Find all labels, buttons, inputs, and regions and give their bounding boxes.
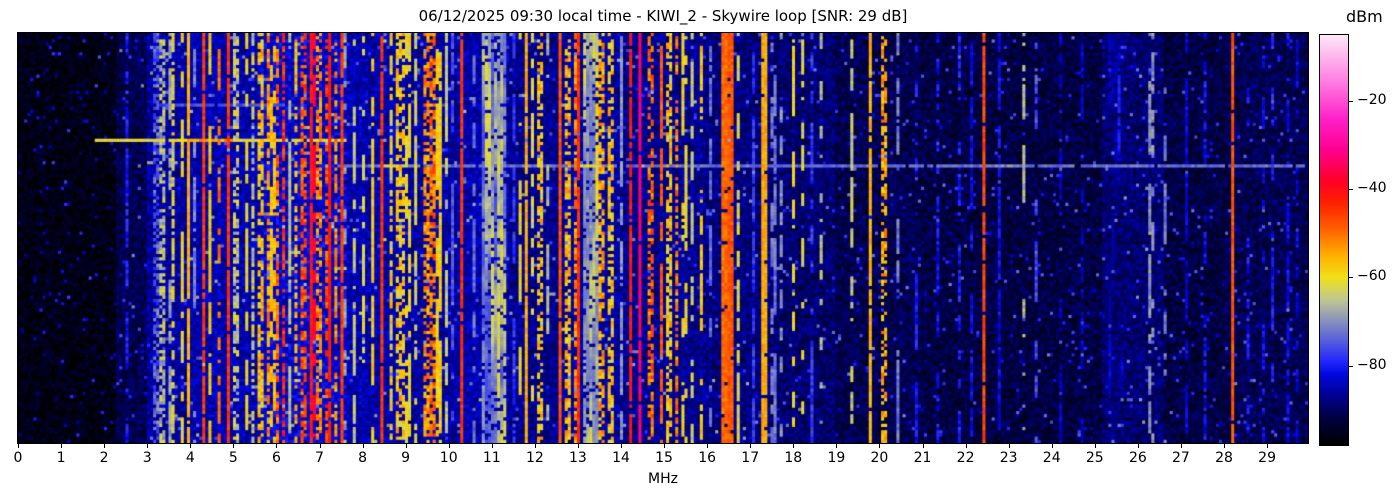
x-tick-mark — [319, 444, 321, 448]
x-tick-mark — [577, 444, 579, 448]
x-tick-label: 27 — [1172, 450, 1190, 466]
x-tick-mark — [491, 444, 493, 448]
x-tick-label: 11 — [482, 450, 501, 466]
x-tick-mark — [621, 444, 622, 448]
x-tick-label: 25 — [1085, 450, 1104, 466]
x-tick-mark — [1224, 444, 1225, 448]
x-tick-mark — [750, 444, 752, 448]
x-tick-label: 22 — [956, 450, 975, 466]
waterfall-plot-area — [17, 32, 1309, 444]
colorbar-tick-label: −80 — [1357, 356, 1387, 373]
x-tick-mark — [534, 444, 536, 448]
x-tick-label: 18 — [784, 450, 803, 466]
x-tick-mark — [276, 444, 278, 448]
colorbar-tick-mark — [1349, 365, 1353, 367]
x-tick-mark — [1267, 444, 1269, 448]
x-tick-label: 14 — [612, 450, 630, 466]
x-tick-mark — [965, 444, 967, 448]
x-tick-label: 0 — [13, 450, 23, 466]
colorbar-tick-mark — [1349, 101, 1353, 103]
x-tick-mark — [1051, 444, 1053, 448]
x-tick-label: 19 — [827, 450, 846, 466]
x-tick-label: 26 — [1128, 450, 1147, 466]
x-tick-label: 3 — [142, 450, 152, 466]
chart-title: 06/12/2025 09:30 local time - KIWI_2 - S… — [418, 7, 908, 25]
x-tick-mark — [793, 444, 795, 448]
x-tick-label: 29 — [1258, 450, 1276, 466]
x-tick-label: 12 — [525, 450, 544, 466]
colorbar-tick-mark — [1349, 189, 1353, 191]
x-tick-label: 24 — [1042, 450, 1061, 466]
waterfall-canvas — [18, 33, 1308, 443]
x-tick-mark — [707, 444, 709, 448]
x-tick-label: 5 — [228, 450, 238, 466]
x-tick-label: 13 — [569, 450, 587, 466]
x-tick-mark — [1180, 444, 1182, 448]
x-tick-mark — [879, 444, 881, 448]
x-tick-label: 21 — [913, 450, 932, 466]
x-tick-mark — [190, 444, 192, 448]
x-tick-mark — [1008, 444, 1010, 448]
x-tick-label: 10 — [439, 450, 458, 466]
x-tick-label: 23 — [999, 450, 1018, 466]
colorbar-tick-label: −60 — [1357, 268, 1387, 285]
colorbar-tick-mark — [1349, 277, 1353, 279]
colorbar-canvas — [1320, 35, 1348, 445]
x-tick-label: 17 — [741, 450, 760, 466]
x-tick-label: 9 — [401, 450, 411, 466]
x-tick-label: 8 — [358, 450, 368, 466]
x-tick-mark — [664, 444, 666, 448]
x-tick-label: 15 — [655, 450, 673, 466]
x-tick-label: 28 — [1215, 450, 1233, 466]
x-tick-label: 20 — [870, 450, 889, 466]
x-axis-label: MHz — [648, 471, 678, 487]
x-tick-label: 7 — [315, 450, 324, 466]
colorbar-tick-label: −40 — [1357, 180, 1387, 197]
colorbar-unit-label: dBm — [1346, 7, 1383, 26]
x-tick-label: 6 — [271, 450, 281, 466]
x-tick-mark — [104, 444, 106, 448]
colorbar — [1319, 34, 1349, 446]
x-tick-mark — [1137, 444, 1139, 448]
x-tick-mark — [922, 444, 924, 448]
x-tick-mark — [1094, 444, 1096, 448]
x-tick-label: 4 — [185, 450, 195, 466]
x-tick-label: 1 — [56, 450, 66, 466]
x-tick-mark — [147, 444, 149, 448]
x-tick-mark — [18, 444, 19, 448]
x-tick-label: 16 — [698, 450, 717, 466]
x-tick-label: 2 — [99, 450, 109, 466]
x-tick-mark — [233, 444, 235, 448]
x-tick-mark — [836, 444, 838, 448]
x-tick-mark — [448, 444, 450, 448]
x-tick-mark — [362, 444, 364, 448]
x-tick-mark — [405, 444, 407, 448]
colorbar-tick-label: −20 — [1357, 92, 1387, 109]
x-tick-mark — [61, 444, 63, 448]
